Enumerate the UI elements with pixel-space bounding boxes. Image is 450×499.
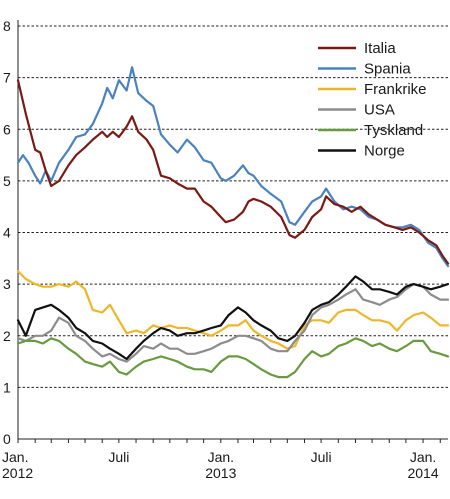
legend-label: Frankrike [364, 81, 427, 98]
series-line-spania [16, 66, 450, 268]
x-tick-label: Juli [311, 449, 332, 465]
y-tick-label: 8 [3, 18, 11, 34]
y-tick-label: 5 [3, 173, 11, 189]
series-line-frankrike [16, 270, 450, 350]
y-tick-label: 7 [3, 70, 11, 86]
y-tick-label: 2 [3, 328, 11, 344]
y-tick-label: 1 [3, 379, 11, 395]
series-line-italia [16, 79, 450, 265]
x-tick-year-label: 2014 [407, 465, 438, 481]
series-line-usa [16, 283, 450, 363]
series-line-norge [16, 275, 450, 361]
x-tick-year-label: 2013 [205, 465, 236, 481]
x-tick-label: Juli [108, 449, 129, 465]
y-axis: 0 1 2 3 4 5 6 7 8 [3, 18, 19, 447]
y-tick-label: 6 [3, 121, 11, 137]
legend-label: USA [364, 102, 395, 119]
series-line-tyskland [16, 337, 450, 379]
series-lines [16, 66, 450, 379]
y-tick-label: 0 [3, 431, 11, 447]
y-tick-label: 4 [3, 225, 11, 241]
legend-label: Spania [364, 61, 411, 78]
legend-label: Italia [364, 40, 396, 57]
legend-label: Norge [364, 143, 405, 160]
y-tick-label: 3 [3, 276, 11, 292]
legend: Italia Spania Frankrike USA Tyskland Norge [318, 40, 427, 160]
x-tick-year-label: 2012 [2, 465, 33, 481]
x-tick-label: Jan. [2, 449, 28, 465]
x-tick-label: Jan. [410, 449, 436, 465]
legend-label: Tyskland [364, 122, 423, 139]
x-tick-label: Jan. [208, 449, 234, 465]
